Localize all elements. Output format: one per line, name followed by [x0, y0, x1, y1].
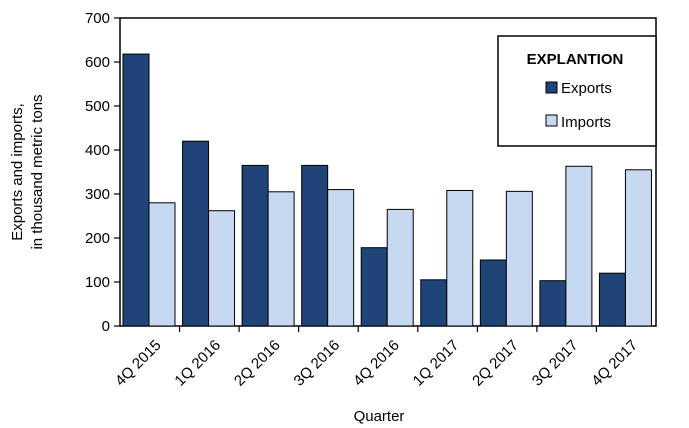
x-tick-label: 1Q 2016: [171, 337, 224, 390]
bar-exports-9: [598, 272, 626, 327]
legend: EXPLANTION Exports Imports: [497, 35, 657, 147]
bar-exports-5: [360, 247, 388, 327]
legend-label-imports: Imports: [561, 114, 611, 131]
y-tick-label: 400: [85, 142, 110, 159]
legend-label-exports: Exports: [561, 80, 612, 97]
x-axis-title: Quarter: [354, 408, 405, 425]
y-tick-label: 200: [85, 230, 110, 247]
bar-imports-1: [148, 202, 176, 327]
bar-imports-3: [267, 191, 295, 327]
bar-exports-6: [420, 279, 448, 327]
bar-exports-3: [241, 164, 269, 327]
bar-exports-1: [122, 53, 150, 327]
y-axis-title-line2: in thousand metric tons: [29, 94, 46, 249]
x-tick-label: 2Q 2017: [469, 337, 522, 390]
y-axis-title-line1: Exports and imports,: [9, 103, 26, 241]
legend-swatch-imports: [545, 114, 558, 127]
bar-exports-2: [182, 140, 210, 327]
bar-exports-7: [479, 259, 507, 327]
x-tick-label: 3Q 2017: [529, 337, 582, 390]
bar-imports-8: [565, 165, 593, 327]
legend-box: [497, 35, 657, 147]
x-tick-label: 1Q 2017: [410, 337, 463, 390]
x-tick-label: 2Q 2016: [231, 337, 284, 390]
bar-imports-2: [208, 210, 236, 327]
bar-imports-5: [386, 208, 414, 327]
legend-swatch-exports: [545, 81, 558, 94]
bar-imports-7: [505, 190, 533, 327]
legend-title: EXPLANTION: [527, 51, 624, 68]
x-tick-label: 4Q 2016: [350, 337, 403, 390]
y-tick-label: 500: [85, 98, 110, 115]
y-tick-label: 700: [85, 10, 110, 27]
x-tick-label: 3Q 2016: [291, 337, 344, 390]
x-tick-label: 4Q 2017: [588, 337, 641, 390]
y-tick-label: 0: [102, 318, 110, 335]
bar-imports-4: [327, 189, 355, 327]
bar-exports-8: [539, 280, 567, 327]
y-tick-label: 100: [85, 274, 110, 291]
y-tick-label: 600: [85, 54, 110, 71]
y-tick-label: 300: [85, 186, 110, 203]
bar-imports-9: [624, 169, 652, 327]
bar-exports-4: [301, 164, 329, 327]
bar-imports-6: [446, 189, 474, 327]
x-tick-label: 4Q 2015: [112, 337, 165, 390]
